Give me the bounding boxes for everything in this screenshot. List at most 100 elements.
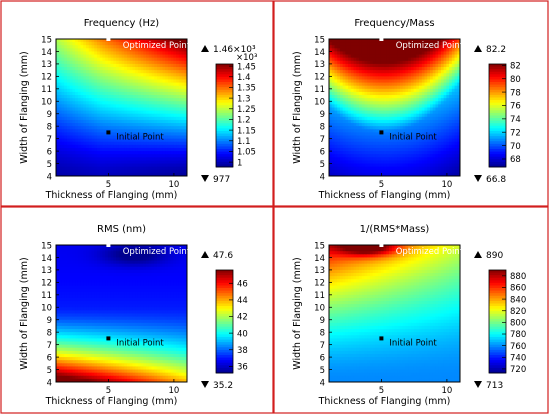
- max-value-label: 1.46×10³: [213, 45, 256, 55]
- y-tick-label: 12: [314, 73, 325, 83]
- optimized-point-marker: [106, 38, 110, 41]
- y-tick-label: 13: [314, 60, 325, 70]
- colorbar-segment: [489, 79, 506, 82]
- colorbar-tick-label: 70: [510, 142, 521, 152]
- colorbar-segment: [489, 97, 506, 100]
- colorbar-segment: [489, 136, 506, 139]
- y-tick-label: 15: [314, 35, 325, 45]
- colorbar-tick-label: 1: [237, 158, 242, 168]
- colorbar-segment: [489, 126, 506, 129]
- y-tick-label: 10: [314, 98, 325, 108]
- colorbar-segment: [216, 69, 233, 72]
- y-axis-label: Width of Flanging (mm): [19, 51, 30, 163]
- colorbar-segment: [489, 74, 506, 77]
- colorbar-segment: [216, 146, 233, 149]
- colorbar-segment: [489, 72, 506, 75]
- y-tick-label: 12: [41, 73, 52, 83]
- max-value-label: 82.2: [486, 45, 506, 55]
- colorbar-tick-label: 1.4: [237, 73, 251, 83]
- colorbar-segment: [489, 116, 506, 119]
- colorbar-segment: [489, 113, 506, 116]
- colorbar-segment: [489, 67, 506, 70]
- x-axis-label: Thickness of Flanging (mm): [45, 190, 178, 201]
- colorbar-segment: [489, 154, 506, 157]
- colorbar-segment: [489, 162, 506, 165]
- colorbar-segment: [489, 110, 506, 113]
- colorbar-tick-label: 82: [510, 62, 521, 72]
- colorbar-segment: [216, 79, 233, 82]
- colorbar-segment: [489, 141, 506, 144]
- y-axis-label: Width of Flanging (mm): [292, 51, 303, 163]
- colorbar-tick-label: 74: [510, 115, 521, 125]
- optimized-point-marker: [379, 38, 383, 41]
- y-tick-label: 14: [314, 48, 325, 58]
- colorbar-tick-label: 1.1: [237, 137, 251, 147]
- colorbar-segment: [216, 113, 233, 116]
- colorbar-segment: [216, 126, 233, 129]
- colorbar-tick-label: 1.3: [237, 94, 251, 104]
- colorbar-segment: [216, 67, 233, 70]
- colorbar-segment: [489, 134, 506, 137]
- y-tick-label: 5: [47, 160, 52, 170]
- colorbar-segment: [489, 152, 506, 155]
- colorbar-segment: [216, 121, 233, 124]
- y-tick-label: 8: [47, 122, 52, 132]
- colorbar-segment: [489, 128, 506, 131]
- colorbar-tick-label: 78: [510, 88, 521, 98]
- colorbar-segment: [489, 108, 506, 111]
- colorbar-segment: [489, 82, 506, 85]
- y-tick-label: 10: [41, 98, 52, 108]
- colorbar-segment: [216, 90, 233, 93]
- x-tick-label: 10: [441, 180, 452, 190]
- colorbar-segment: [216, 77, 233, 80]
- initial-point-label: Initial Point: [116, 132, 164, 142]
- colorbar-tick-label: 1.15: [237, 126, 256, 136]
- optimized-point-label: Optimized Point: [123, 41, 191, 51]
- colorbar-segment: [489, 95, 506, 98]
- colorbar-segment: [216, 110, 233, 113]
- y-tick-label: 6: [47, 147, 52, 157]
- y-tick-label: 13: [41, 60, 52, 70]
- colorbar-segment: [489, 85, 506, 88]
- colorbar-segment: [216, 72, 233, 75]
- colorbar-segment: [489, 139, 506, 142]
- y-tick-label: 4: [320, 172, 325, 182]
- colorbar-segment: [216, 64, 233, 67]
- y-tick-label: 8: [320, 122, 325, 132]
- y-tick-label: 7: [320, 135, 325, 145]
- y-tick-label: 9: [47, 110, 52, 120]
- colorbar-tick-label: 72: [510, 128, 521, 138]
- min-value-label: 66.8: [486, 175, 506, 185]
- colorbar-segment: [489, 146, 506, 149]
- colorbar-segment: [216, 136, 233, 139]
- colorbar-segment: [216, 105, 233, 108]
- colorbar-segment: [216, 152, 233, 155]
- y-tick-label: 4: [47, 172, 52, 182]
- chart-title: Frequency (Hz): [84, 18, 160, 29]
- y-tick-label: 15: [41, 35, 52, 45]
- colorbar-segment: [216, 139, 233, 142]
- colorbar-segment: [216, 154, 233, 157]
- colorbar-segment: [216, 116, 233, 119]
- colorbar-segment: [489, 92, 506, 95]
- colorbar-segment: [216, 134, 233, 137]
- initial-point-marker: [379, 130, 383, 134]
- colorbar-segment: [216, 123, 233, 126]
- colorbar-tick-label: 1.05: [237, 148, 256, 158]
- colorbar-tick-label: 68: [510, 155, 521, 165]
- x-tick-label: 10: [168, 180, 179, 190]
- colorbar-segment: [489, 121, 506, 124]
- colorbar-segment: [489, 159, 506, 162]
- y-tick-label: 5: [320, 160, 325, 170]
- y-tick-label: 14: [41, 48, 52, 58]
- x-tick-label: 5: [106, 180, 111, 190]
- colorbar-segment: [216, 92, 233, 95]
- colorbar-segment: [216, 103, 233, 106]
- y-tick-label: 7: [47, 135, 52, 145]
- colorbar-segment: [489, 100, 506, 103]
- optimized-point-label: Optimized Point: [396, 41, 464, 51]
